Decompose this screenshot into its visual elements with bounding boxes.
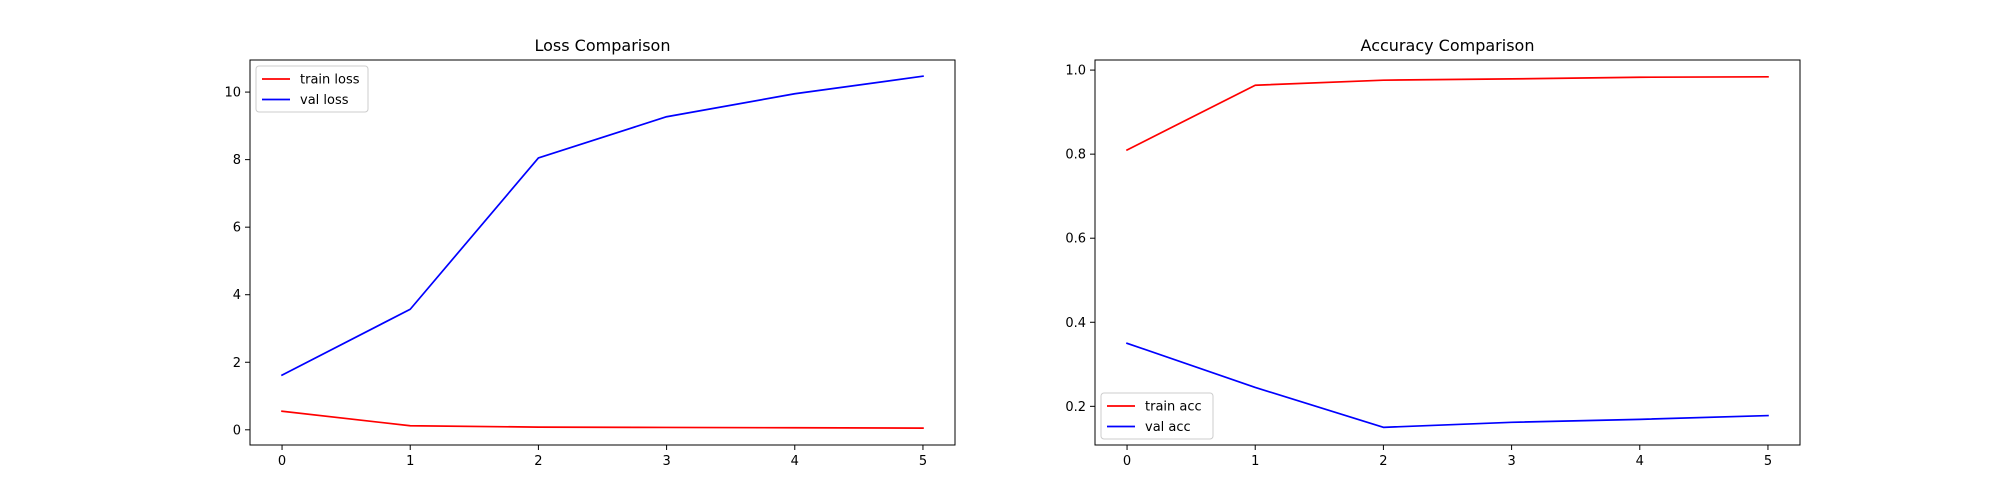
accuracy-chart: Accuracy Comparison 0 1 2 3 4 5 0.2 0.4 0.6 0.8 1.0… xyxy=(1065,36,1800,469)
loss-x-tick-label: 2 xyxy=(534,454,542,469)
loss-x-tick-label: 1 xyxy=(406,454,414,469)
accuracy-axes-frame xyxy=(1095,60,1800,445)
val-acc-legend-label: val acc xyxy=(1145,420,1191,435)
train-acc-legend-label: train acc xyxy=(1145,400,1202,415)
loss-y-tick-label: 0 xyxy=(233,423,241,438)
accuracy-x-tick-label: 2 xyxy=(1379,454,1387,469)
loss-legend: train loss val loss xyxy=(256,66,368,112)
val-acc-line xyxy=(1127,343,1768,427)
loss-x-tick-label: 3 xyxy=(662,454,670,469)
loss-y-tick-label: 2 xyxy=(233,356,241,371)
accuracy-y-tick-label: 0.8 xyxy=(1065,148,1086,163)
accuracy-y-tick-label: 0.4 xyxy=(1065,316,1086,331)
accuracy-x-tick-label: 0 xyxy=(1123,454,1131,469)
loss-axes-frame xyxy=(250,60,955,445)
accuracy-y-tick-label: 1.0 xyxy=(1065,64,1086,79)
accuracy-x-tick-label: 1 xyxy=(1251,454,1259,469)
accuracy-chart-title: Accuracy Comparison xyxy=(1361,36,1535,55)
loss-x-tick-label: 4 xyxy=(791,454,799,469)
accuracy-y-tick-label: 0.2 xyxy=(1065,400,1086,415)
accuracy-x-tick-label: 5 xyxy=(1764,454,1772,469)
loss-y-tick-label: 4 xyxy=(233,288,241,303)
accuracy-x-tick-label: 3 xyxy=(1507,454,1515,469)
train-loss-legend-label: train loss xyxy=(300,73,360,88)
loss-x-tick-label: 5 xyxy=(919,454,927,469)
val-loss-legend-label: val loss xyxy=(300,93,349,108)
loss-y-tick-label: 6 xyxy=(233,221,241,236)
loss-x-tick-label: 0 xyxy=(278,454,286,469)
val-loss-line xyxy=(282,76,923,375)
loss-chart-title: Loss Comparison xyxy=(535,36,671,55)
loss-y-tick-label: 10 xyxy=(224,86,241,101)
train-loss-line xyxy=(282,411,923,428)
accuracy-y-tick-label: 0.6 xyxy=(1065,232,1086,247)
accuracy-legend: train acc val acc xyxy=(1101,393,1213,439)
train-acc-line xyxy=(1127,77,1768,150)
loss-y-tick-label: 8 xyxy=(233,153,241,168)
loss-chart: Loss Comparison 0 1 2 3 4 5 0 2 4 6 8 10 train loss va… xyxy=(224,36,955,469)
accuracy-x-tick-label: 4 xyxy=(1636,454,1644,469)
